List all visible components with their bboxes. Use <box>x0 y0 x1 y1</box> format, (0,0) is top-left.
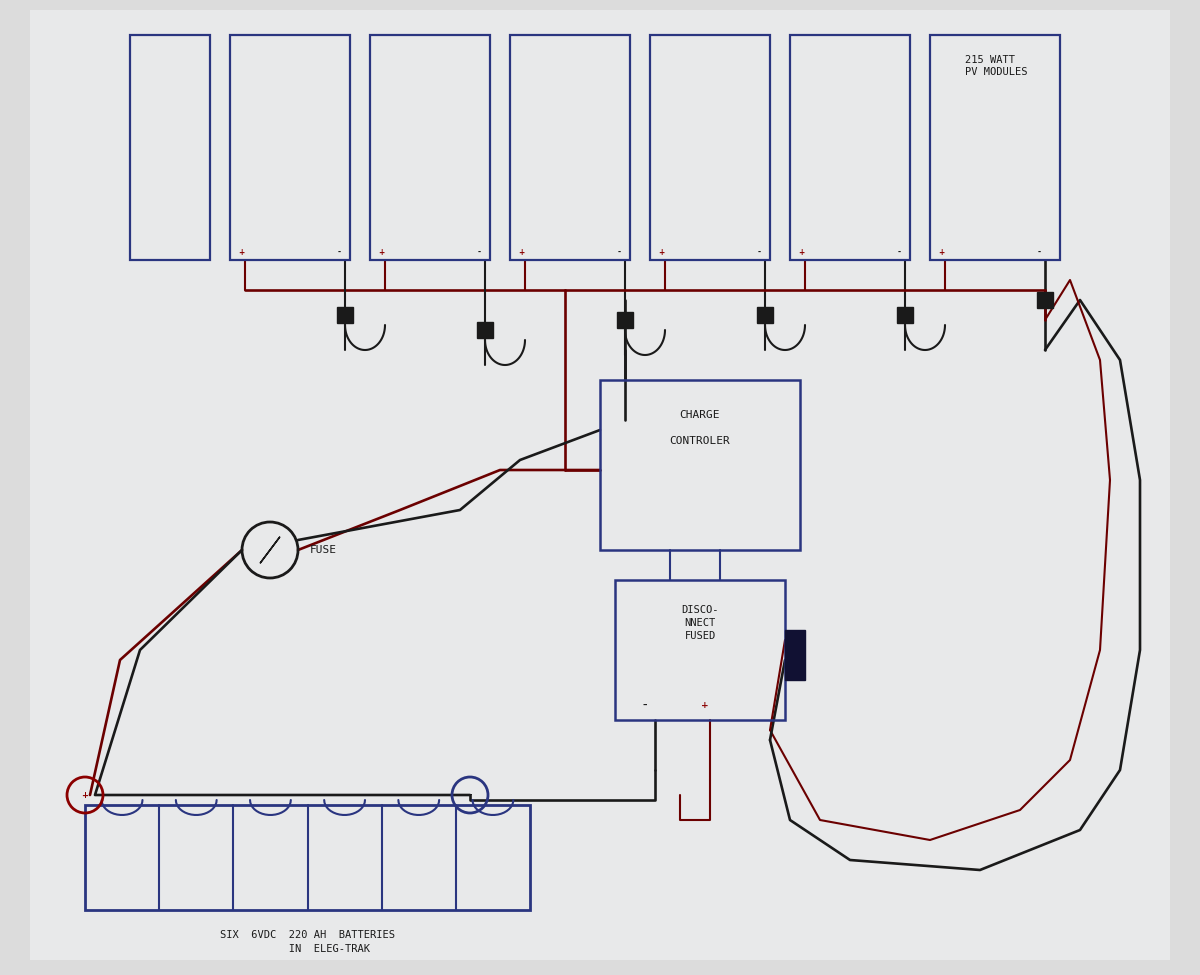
Bar <box>785 630 805 680</box>
Bar <box>930 35 1060 260</box>
Text: +: + <box>938 248 944 257</box>
Bar <box>130 35 210 260</box>
Text: DISCO-
NNECT
FUSED: DISCO- NNECT FUSED <box>682 605 719 642</box>
Bar <box>478 322 493 338</box>
Bar <box>616 580 785 720</box>
Text: –: – <box>643 701 647 710</box>
Text: SIX  6VDC  220 AH  BATTERIES
       IN  ELEG-TRAK: SIX 6VDC 220 AH BATTERIES IN ELEG-TRAK <box>220 930 395 954</box>
Bar <box>790 35 910 260</box>
Text: +: + <box>701 701 709 710</box>
Text: -: - <box>618 248 622 257</box>
Text: -: - <box>1038 248 1042 257</box>
Bar <box>510 35 630 260</box>
Text: -: - <box>338 248 341 257</box>
Text: FUSE: FUSE <box>310 545 337 555</box>
Bar <box>757 307 773 323</box>
Text: +: + <box>238 248 245 257</box>
Bar <box>898 307 913 323</box>
Text: -: - <box>758 248 761 257</box>
Bar <box>1037 292 1054 308</box>
Text: -: - <box>478 248 481 257</box>
Bar <box>370 35 490 260</box>
Text: +: + <box>518 248 524 257</box>
Text: -: - <box>898 248 901 257</box>
Text: CHARGE

CONTROLER: CHARGE CONTROLER <box>670 410 731 447</box>
Text: +: + <box>82 791 89 799</box>
Bar <box>617 312 634 328</box>
Text: 215 WATT
PV MODULES: 215 WATT PV MODULES <box>965 55 1027 77</box>
Text: +: + <box>798 248 804 257</box>
Text: +: + <box>658 248 665 257</box>
Bar <box>600 380 800 550</box>
Text: +: + <box>378 248 384 257</box>
Bar <box>230 35 350 260</box>
Bar <box>85 805 530 910</box>
Bar <box>337 307 353 323</box>
Bar <box>650 35 770 260</box>
Text: –: – <box>468 791 473 799</box>
